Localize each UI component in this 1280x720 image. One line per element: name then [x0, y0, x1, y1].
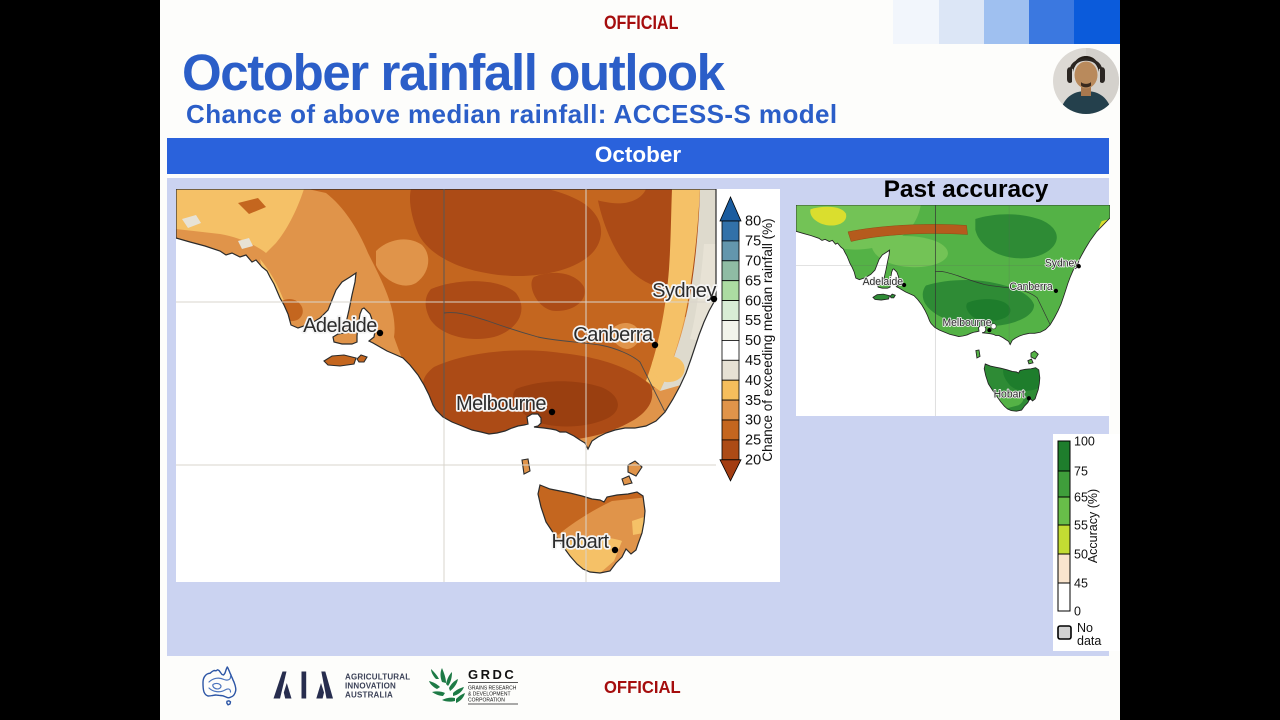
svg-text:75: 75: [745, 234, 761, 250]
svg-text:Sydney: Sydney: [652, 280, 716, 302]
svg-text:No: No: [1077, 621, 1093, 635]
svg-text:CORPORATION: CORPORATION: [468, 698, 505, 704]
svg-text:Melbourne: Melbourne: [456, 393, 546, 415]
svg-text:45: 45: [745, 353, 761, 369]
svg-text:55: 55: [1074, 519, 1088, 533]
svg-text:80: 80: [745, 214, 761, 230]
svg-text:GRAINS RESEARCH: GRAINS RESEARCH: [468, 686, 517, 692]
svg-text:25: 25: [745, 433, 761, 449]
svg-text:65: 65: [745, 273, 761, 289]
svg-text:Chance of exceeding median rai: Chance of exceeding median rainfall (%): [760, 218, 775, 461]
svg-text:Hobart: Hobart: [994, 389, 1025, 401]
svg-text:20: 20: [745, 453, 761, 469]
svg-text:35: 35: [745, 393, 761, 409]
svg-text:& DEVELOPMENT: & DEVELOPMENT: [468, 692, 511, 698]
svg-text:75: 75: [1074, 465, 1088, 479]
svg-text:Adelaide: Adelaide: [303, 315, 377, 337]
svg-text:70: 70: [745, 254, 761, 270]
svg-text:Sydney: Sydney: [1045, 258, 1080, 270]
svg-text:60: 60: [745, 293, 761, 309]
svg-text:45: 45: [1074, 577, 1088, 591]
svg-text:Canberra: Canberra: [573, 324, 654, 346]
svg-text:INNOVATION: INNOVATION: [345, 682, 396, 691]
svg-text:50: 50: [745, 333, 761, 349]
svg-text:AUSTRALIA: AUSTRALIA: [345, 691, 393, 700]
svg-text:Adelaide: Adelaide: [863, 276, 904, 288]
svg-text:AGRICULTURAL: AGRICULTURAL: [345, 672, 410, 681]
svg-text:data: data: [1077, 634, 1101, 648]
svg-text:Accuracy (%): Accuracy (%): [1086, 489, 1100, 563]
svg-text:GRDC: GRDC: [468, 667, 516, 682]
svg-text:Canberra: Canberra: [1009, 281, 1052, 293]
svg-text:100: 100: [1074, 435, 1095, 449]
svg-text:0: 0: [1074, 605, 1081, 619]
svg-text:Melbourne: Melbourne: [943, 317, 992, 329]
svg-text:40: 40: [745, 373, 761, 389]
svg-text:Hobart: Hobart: [551, 531, 609, 553]
svg-text:55: 55: [745, 313, 761, 329]
svg-text:30: 30: [745, 413, 761, 429]
svg-text:50: 50: [1074, 548, 1088, 562]
svg-text:65: 65: [1074, 491, 1088, 505]
